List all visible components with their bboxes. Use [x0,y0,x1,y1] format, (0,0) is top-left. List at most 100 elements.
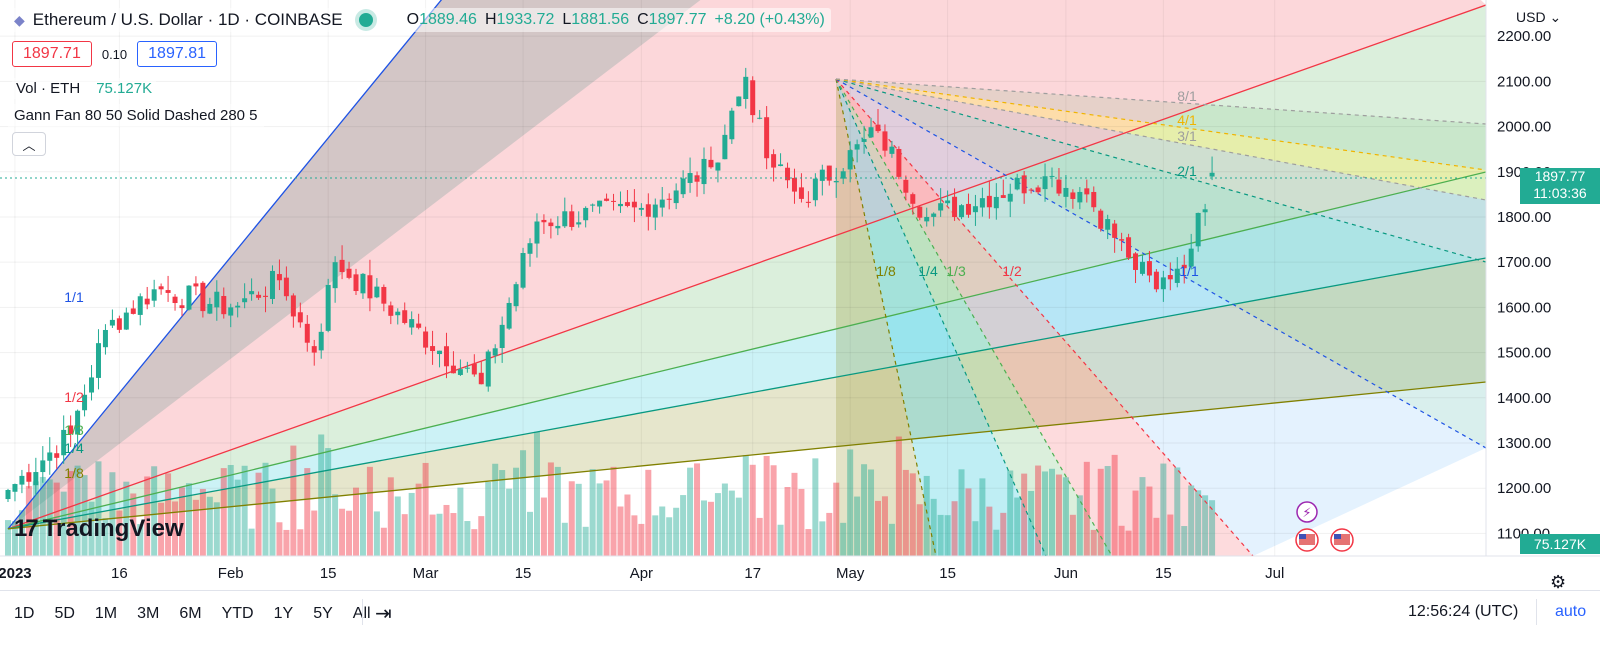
buy-price-button[interactable]: 1897.81 [137,41,217,67]
grid-lines [0,0,1486,556]
candle-body-159 [1112,223,1118,238]
range-button-ytd[interactable]: YTD [221,605,254,622]
candle-body-52 [367,275,373,299]
candle-body-58 [409,319,415,328]
symbol-title[interactable]: Ethereum / U.S. Dollar · 1D · COINBASE [32,10,343,29]
us-flag-canton-icon-2 [1334,534,1341,539]
volume-bar-51 [359,492,366,556]
candle-body-8 [61,429,67,456]
candle-body-87 [611,200,617,202]
candle-body-24 [172,296,178,304]
volume-bar-98 [687,467,694,556]
market-open-status-icon [358,13,373,27]
range-button-1d[interactable]: 1D [14,605,35,622]
volume-bar-81 [568,481,575,556]
toolbar-divider-2 [1536,599,1537,625]
candle-body-134 [938,203,944,211]
volume-bar-78 [547,462,554,556]
candle-body-3 [26,472,32,482]
volume-bar-40 [283,529,290,556]
time-axis[interactable]: 2023 16 Feb 15 Mar 15 Apr 17 May 15 Jun 15 Jul [0,565,1284,582]
collapse-legend-button[interactable]: ︿ [12,132,46,156]
range-button-3m[interactable]: 3M [137,605,160,622]
currency-label: USD [1516,9,1546,25]
volume-bar-125 [875,500,881,556]
candle-body-123 [861,139,867,142]
candle-body-36 [256,294,262,298]
candle-body-88 [617,203,623,207]
price-axis[interactable]: 1100.001200.001300.001400.001500.001600.… [1497,28,1551,542]
range-button-5y[interactable]: 5Y [313,605,333,622]
volume-bar-120 [840,522,847,556]
us-flag-body-icon [1299,534,1315,545]
range-button-5d[interactable]: 5D [54,605,75,622]
volume-bar-108 [756,517,763,556]
candle-body-132 [924,216,930,222]
spread-value: 0.10 [101,46,128,62]
range-button-all[interactable]: All [349,603,375,625]
auto-scale-button[interactable]: auto [1555,603,1587,620]
candle-body-40 [283,277,289,297]
time-tick-3: 15 [320,565,337,582]
volume-bar-37 [262,462,269,556]
price-tick-2: 1300.00 [1497,435,1551,452]
candle-body-157 [1098,210,1104,229]
candle-body-117 [819,169,825,181]
time-tick-4: Mar [413,565,439,582]
candle-body-27 [193,283,199,287]
candle-body-155 [1084,188,1090,195]
volume-bar-107 [749,464,756,556]
left-fan-label-2: 1/3 [64,422,84,438]
volume-bar-50 [353,487,359,556]
gann-fan-legend[interactable]: Gann Fan 80 50 Solid Dashed 280 5 [8,104,264,127]
volume-bar-11 [81,475,88,556]
candle-body-164 [1146,261,1152,276]
candle-body-1 [12,484,18,492]
range-button-1m[interactable]: 1M [94,605,118,622]
candle-body-68 [478,372,484,385]
volume-bar-54 [380,527,387,556]
sell-price-button[interactable]: 1897.71 [12,41,92,67]
tradingview-logo[interactable]: 17 TradingView [14,515,184,543]
candle-body-6 [47,452,53,461]
volume-bar-34 [241,465,248,556]
tradingview-mark-icon: 17 [14,515,39,542]
candle-body-63 [443,346,449,367]
lightning-event-icon[interactable] [1296,501,1318,523]
volume-bar-164 [1146,486,1153,556]
go-to-date-icon[interactable]: ⇥ [375,603,392,625]
price-tick-5: 1600.00 [1497,299,1551,316]
volume-bar-88 [617,506,624,556]
candle-body-35 [249,291,255,295]
range-button-1y[interactable]: 1Y [273,605,294,622]
utc-clock[interactable]: 12:56:24 (UTC) [1408,603,1519,620]
candle-body-55 [388,305,394,316]
candle-body-78 [548,222,554,227]
event-icons[interactable]: ⚡ [1295,501,1354,552]
volume-bar-161 [1125,530,1132,556]
candle-body-124 [868,127,874,138]
candle-body-99 [694,175,700,182]
volume-bar-65 [457,487,464,556]
candle-body-145 [1014,177,1020,190]
currency-dropdown[interactable]: USD ⌄ [1516,9,1561,26]
logo-text: TradingView [42,515,184,542]
volume-legend[interactable]: Vol · ETH 75.127K [12,78,157,99]
volume-bar-35 [248,528,255,556]
candle-body-167 [1167,275,1173,280]
symbol-legend[interactable]: ◆ Ethereum / U.S. Dollar · 1D · COINBASE… [8,8,831,32]
candle-body-125 [875,124,881,132]
settings-gear-icon[interactable]: ⚙ [1550,572,1567,592]
range-button-6m[interactable]: 6M [179,605,202,622]
volume-bar-84 [589,469,596,556]
volume-bar-102 [714,493,721,556]
volume-bar-138 [965,488,972,556]
volume-bar-60 [422,462,429,556]
volume-bar-167 [1167,514,1174,556]
candle-body-158 [1105,219,1111,230]
candle-body-41 [290,295,296,317]
candle-body-49 [346,268,352,278]
time-tick-12: Jul [1265,565,1284,582]
volume-bar-12 [88,501,95,556]
